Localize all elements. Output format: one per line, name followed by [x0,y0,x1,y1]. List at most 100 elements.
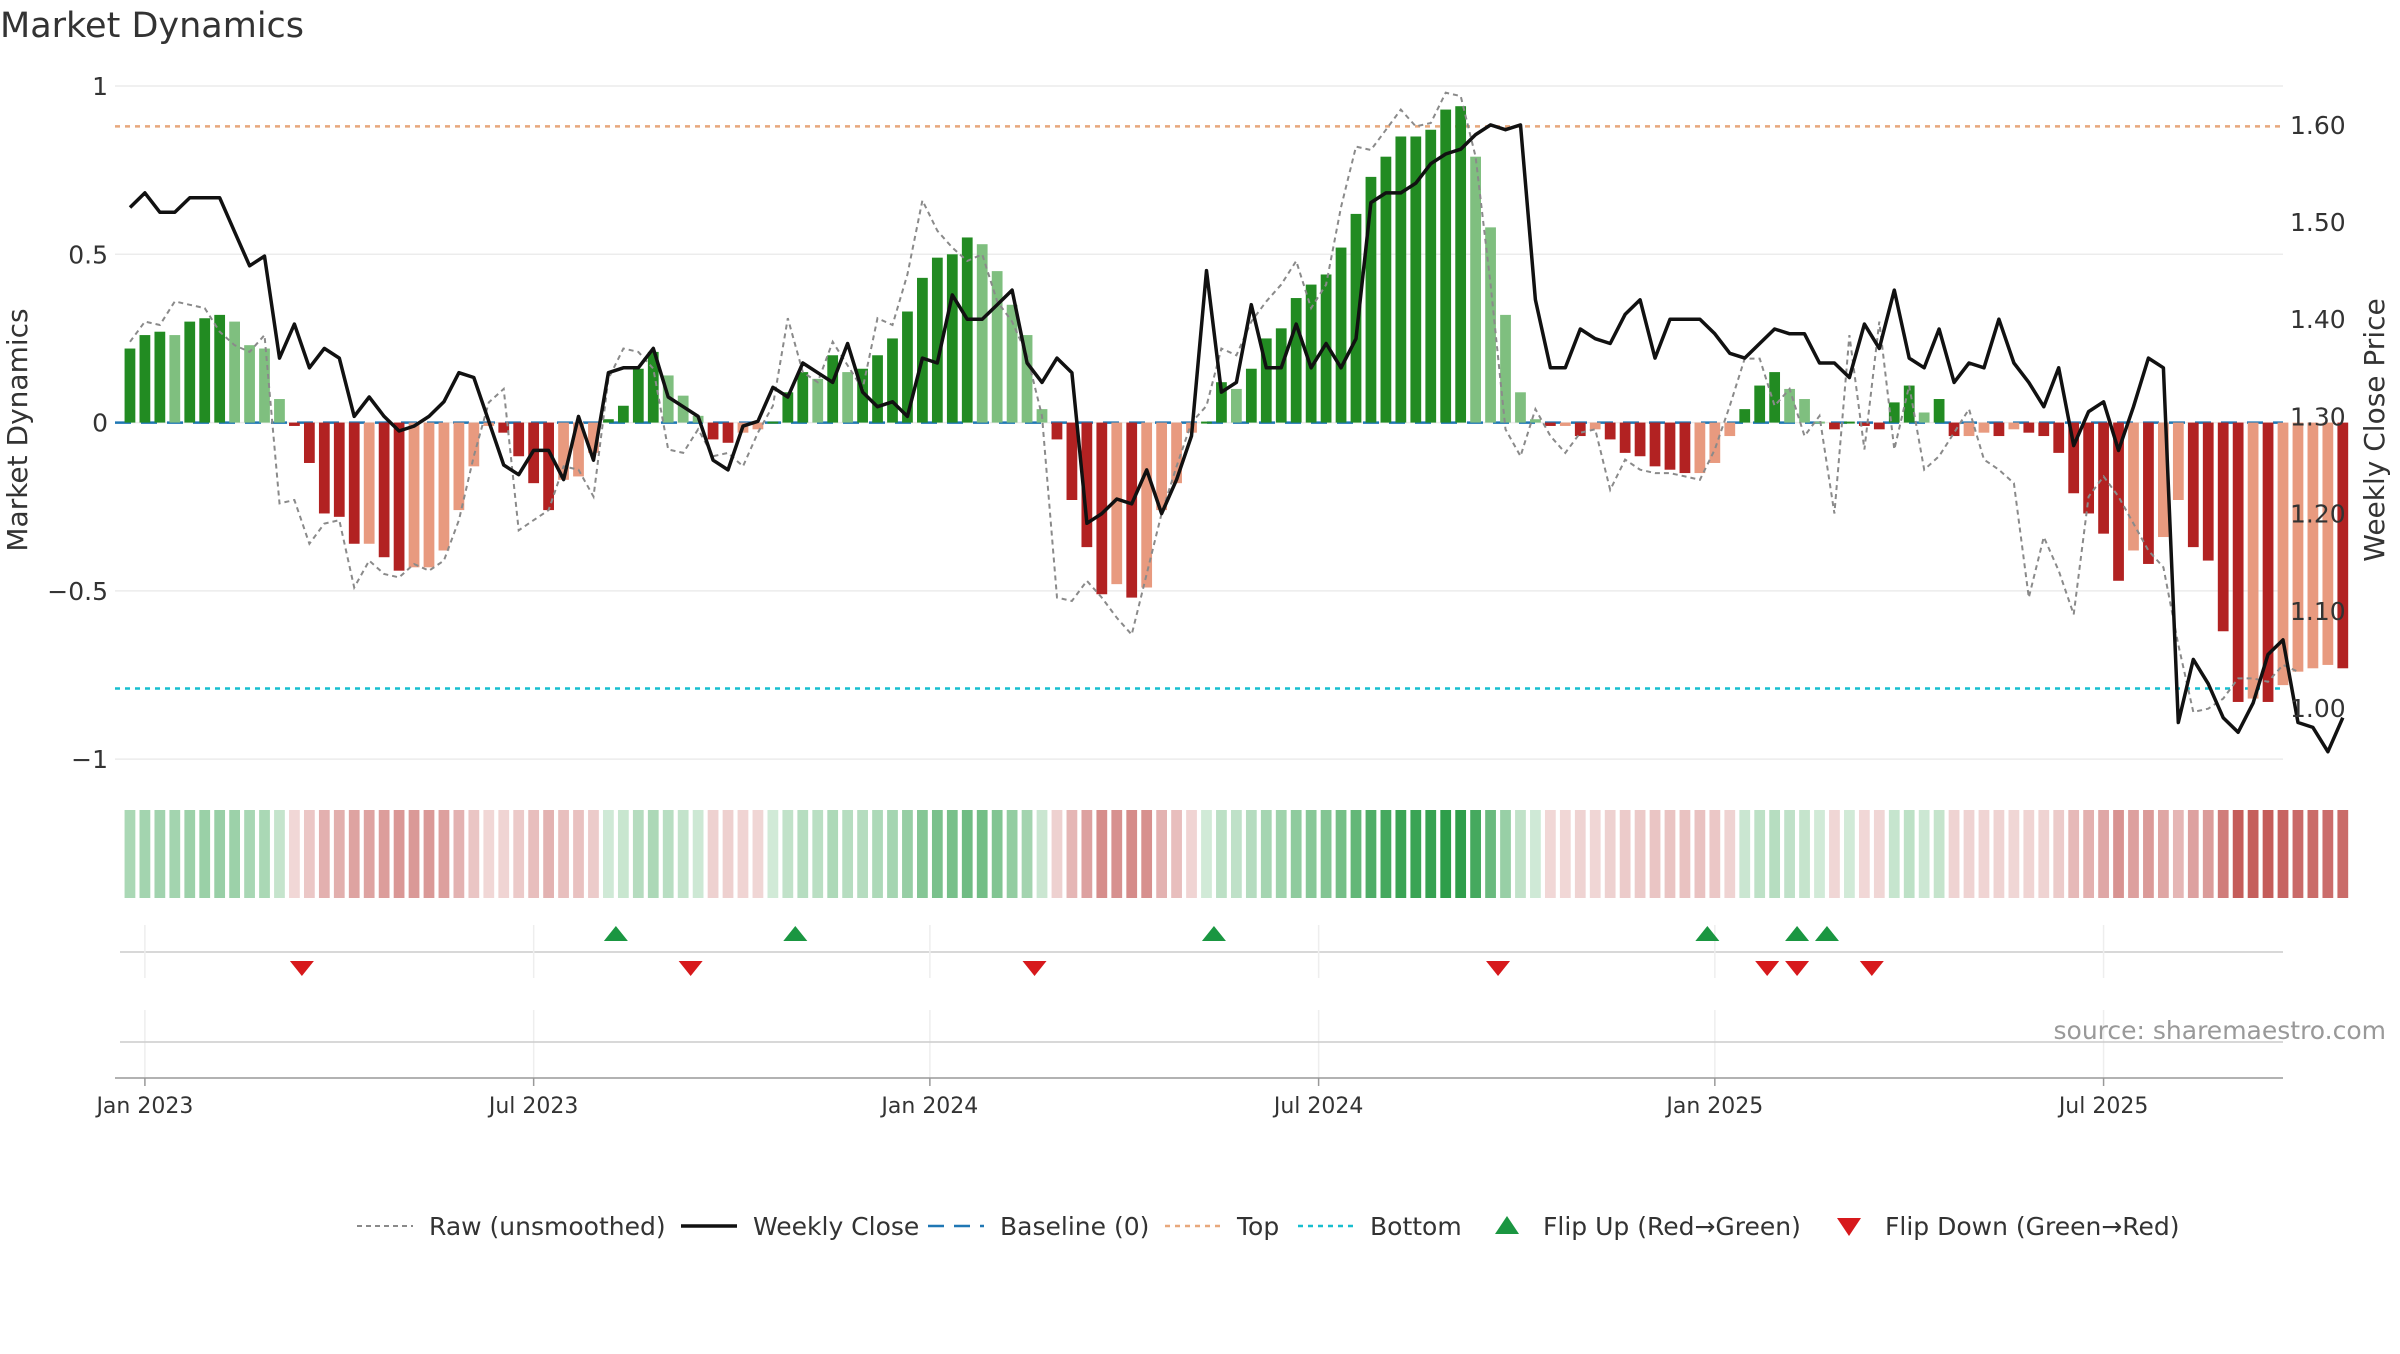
regime-cell [1245,810,1257,898]
regime-cell [1230,810,1242,898]
regime-cell [812,810,824,898]
regime-cell [1186,810,1197,898]
regime-cell [1081,810,1093,898]
bar [2128,422,2139,551]
weekly-close-series [128,123,2345,754]
regime-cell [1141,810,1153,898]
flip-markers-panel [120,925,2283,978]
bar [498,422,510,433]
bar [1649,422,1661,467]
regime-cell [2217,810,2229,898]
bar [2322,422,2334,665]
chart-title: Market Dynamics [0,6,304,46]
regime-cell [1021,810,1033,898]
regime-cell [2187,810,2199,898]
regime-cell [1769,810,1781,898]
flip-down-marker [1859,961,1884,976]
regime-cell [1619,810,1631,898]
regime-cell [1574,810,1586,898]
regime-cell [1171,810,1182,898]
regime-cell [2023,810,2035,898]
bar [1784,388,1795,423]
bar [1485,227,1496,423]
bar [1305,284,1317,423]
x-tick-label: Jan 2025 [1664,1094,1763,1119]
x-axis-ticks: Jan 2023 Jul 2023 Jan 2024 Jul 2024 Jan 2025… [94,1078,2148,1119]
regime-cell [2307,810,2319,898]
bar [1619,422,1631,453]
bar [2262,422,2274,702]
bar [632,368,644,423]
regime-cell [737,810,749,898]
regime-cell [318,810,330,898]
bar [1126,422,1138,598]
regime-cell [782,810,794,898]
bar [931,257,943,423]
x-tick-label: Jul 2025 [2057,1094,2149,1119]
bar [1006,304,1018,423]
regime-cell [1006,810,1018,898]
bar [303,422,315,463]
bar [2247,422,2259,699]
y2-axis-ticks: 1.00 1.10 1.20 1.30 1.40 1.50 1.60 [2290,111,2346,723]
bar [1201,421,1212,424]
bar [2038,422,2050,437]
bar [2172,422,2184,500]
regime-cell [1918,810,1930,898]
regime-cell [632,810,644,898]
bar [1604,422,1616,440]
bar [961,237,973,423]
regime-cell [946,810,958,898]
bar [2098,422,2109,534]
regime-cell [1365,810,1377,898]
bar [1858,422,1870,426]
bar [1903,385,1915,423]
regime-cell [842,810,854,898]
bar [1141,422,1153,588]
regime-cell [1051,810,1063,898]
flip-down-marker [289,961,314,976]
regime-cell [617,810,629,898]
bar [378,422,390,558]
bar [1814,421,1825,424]
bar [1275,328,1287,423]
regime-cell [1903,810,1915,898]
regime-cell [2232,810,2244,898]
regime-cell [2098,810,2109,898]
regime-cell [468,810,480,898]
bar [1111,422,1123,585]
regime-cell [1290,810,1302,898]
regime-cell [1799,810,1810,898]
regime-cell [917,810,928,898]
bar [124,348,136,423]
regime-cell [2172,810,2184,898]
regime-strip [124,810,2349,898]
regime-cell [603,810,614,898]
regime-cell [1485,810,1496,898]
regime-cell [139,810,151,898]
bar [2053,422,2065,453]
regime-cell [2128,810,2139,898]
bar [782,392,794,423]
regime-cell [393,810,405,898]
bar-series [124,106,2349,702]
regime-cell [1201,810,1212,898]
source-annotation: source: sharemaestro.com [2054,1016,2387,1045]
regime-cell [1305,810,1317,898]
regime-cell [2262,810,2274,898]
y-tick-label: −1 [71,745,108,774]
regime-cell [902,810,913,898]
bar [1470,156,1481,423]
bar [423,422,435,568]
regime-cell [1335,810,1347,898]
legend: Raw (unsmoothed) Weekly Close Baseline (0)… [357,1212,2180,1241]
bar [1156,422,1168,511]
legend-label: Bottom [1370,1212,1462,1241]
bar [1290,298,1302,423]
bar [2187,422,2199,548]
bar [1679,422,1691,474]
regime-cell [348,810,360,898]
regime-cell [2277,810,2289,898]
bar [603,419,614,423]
regime-cell [1948,810,1960,898]
